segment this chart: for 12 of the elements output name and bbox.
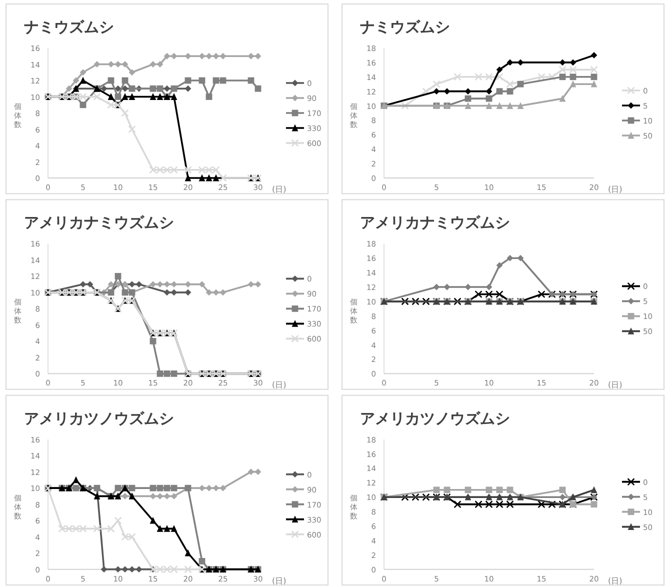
chart-title: アメリカナミウズムシ xyxy=(24,214,174,232)
x-axis-title: (日) xyxy=(608,380,622,390)
x-axis-title: (日) xyxy=(272,576,286,586)
x-axis-title: (日) xyxy=(272,185,286,194)
chart-title: ナミウズムシ xyxy=(360,18,450,36)
chart-title: アメリカナミウズムシ xyxy=(360,214,510,232)
x-axis-title: (日) xyxy=(608,576,622,586)
chart-title: アメリカツノウズムシ xyxy=(24,409,174,428)
x-axis-title: (日) xyxy=(608,185,622,194)
chart-title: アメリカツノウズムシ xyxy=(360,409,510,428)
chart-title: ナミウズムシ xyxy=(24,18,114,36)
x-axis-title: (日) xyxy=(272,380,286,390)
